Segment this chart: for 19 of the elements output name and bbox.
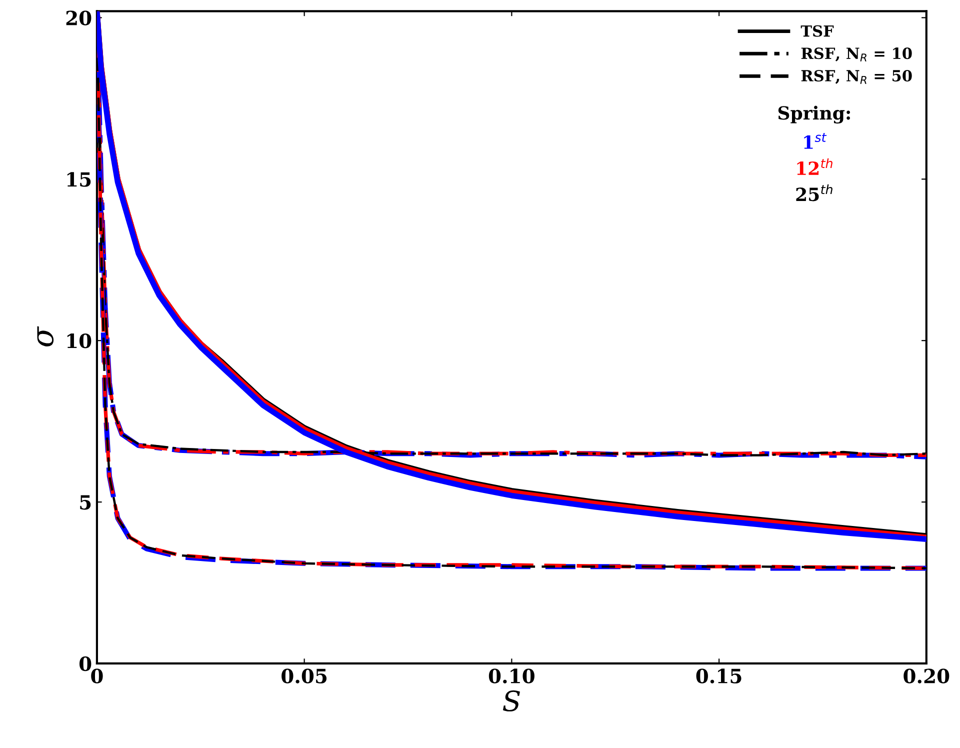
y-tick-label: 10 (67, 334, 92, 348)
x-tick-label: 0.15 (696, 668, 742, 684)
legend-label: RSF, N$_{R}$ = 50 (801, 70, 912, 84)
y-axis-title: σ (37, 326, 54, 346)
annotation: 12$^{th}$ (797, 158, 832, 175)
x-tick-label: 0.10 (488, 668, 534, 684)
annotation: 25$^{th}$ (796, 184, 832, 202)
x-tick-label: 0 (91, 668, 103, 684)
y-tick-label: 15 (67, 172, 91, 187)
y-tick-label: 5 (80, 495, 91, 510)
x-tick-label: 0.05 (282, 668, 327, 684)
annotation: 1$^{st}$ (804, 132, 827, 149)
y-tick-label: 20 (66, 10, 92, 26)
legend-label: RSF, N$_{R}$ = 10 (801, 48, 912, 62)
x-tick-label: 0.20 (904, 668, 950, 684)
x-axis-title: S (502, 690, 520, 712)
y-tick-label: 0 (79, 656, 92, 672)
legend-title: Spring: (778, 106, 850, 124)
legend-label: TSF (800, 25, 834, 37)
